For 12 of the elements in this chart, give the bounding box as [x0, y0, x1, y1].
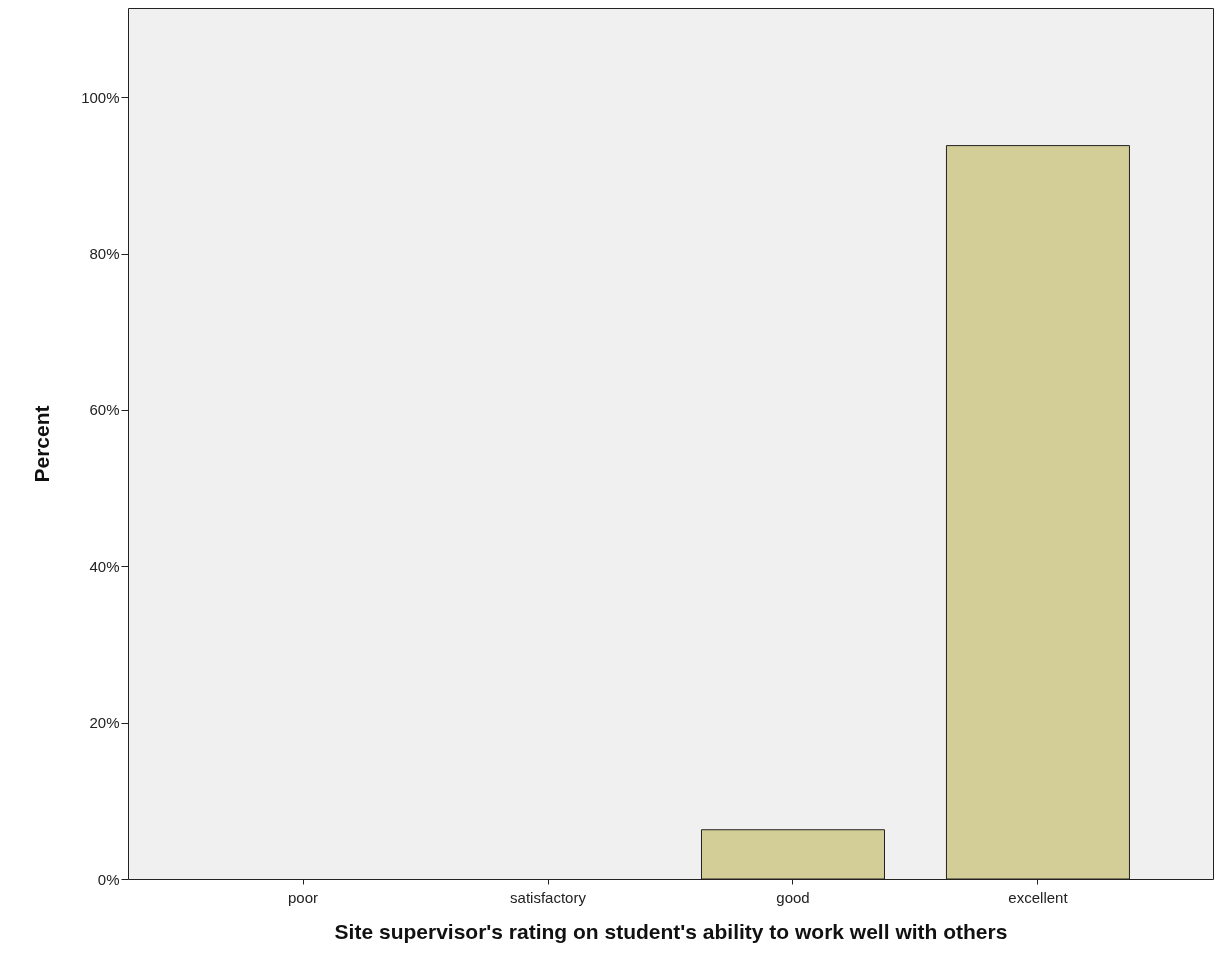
- x-tick-label: good: [776, 888, 810, 906]
- x-tick-label: satisfactory: [510, 888, 587, 906]
- y-tick-label: 60%: [89, 401, 120, 419]
- y-tick-label: 0%: [97, 870, 120, 888]
- y-tick-label: 20%: [89, 714, 120, 732]
- y-tick-label: 40%: [89, 557, 120, 575]
- y-tick-label: 80%: [89, 245, 120, 263]
- x-axis-title: Site supervisor's rating on student's ability to work well with others: [334, 919, 1008, 943]
- x-tick-label: poor: [288, 888, 319, 906]
- x-tick-label: excellent: [1008, 888, 1069, 906]
- y-tick-label: 100%: [81, 88, 120, 106]
- y-axis-title: Percent: [30, 405, 54, 483]
